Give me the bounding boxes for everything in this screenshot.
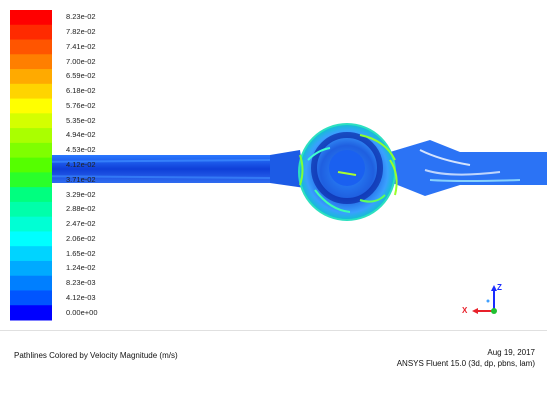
- plot-title: Pathlines Colored by Velocity Magnitude …: [14, 351, 178, 360]
- color-swatch: [10, 260, 52, 277]
- legend-label: 7.00e-02: [66, 56, 96, 66]
- chamber-core: [329, 150, 365, 186]
- legend-label: 3.71e-02: [66, 174, 96, 184]
- axis-triad: Z X: [462, 283, 508, 323]
- legend-label: 5.76e-02: [66, 100, 96, 110]
- throat: [270, 150, 305, 188]
- color-swatch: [10, 39, 52, 55]
- graphics-viewport[interactable]: 8.23e-02 7.82e-02 7.41e-02 7.00e-02 6.59e-02…: [0, 0, 547, 330]
- footer: Pathlines Colored by Velocity Magnitude …: [0, 330, 547, 393]
- legend-label: 4.12e-03: [66, 292, 96, 302]
- legend-label: 4.53e-02: [66, 145, 96, 155]
- pathlines-plot: [10, 10, 547, 321]
- legend-label: 4.94e-02: [66, 130, 96, 140]
- outlet-pipe: [390, 140, 547, 196]
- chamber-inner-ring: [311, 132, 383, 204]
- color-swatch: [10, 246, 52, 262]
- color-swatch: [10, 113, 52, 129]
- legend-label: 1.65e-02: [66, 248, 96, 258]
- legend-label: 6.18e-02: [66, 86, 96, 96]
- color-swatch: [10, 157, 52, 173]
- legend-label: 2.88e-02: [66, 204, 96, 214]
- legend-label: 7.41e-02: [66, 41, 96, 51]
- color-swatch: [10, 128, 52, 144]
- color-swatch: [10, 201, 52, 218]
- color-swatch: [10, 142, 52, 159]
- legend-label: 3.29e-02: [66, 189, 96, 199]
- color-swatch: [10, 24, 52, 41]
- color-swatch: [10, 172, 52, 188]
- pathline-highlights: [19, 134, 521, 213]
- legend-label: 1.24e-02: [66, 263, 96, 273]
- color-swatch: [10, 231, 52, 247]
- plot-date: Aug 19, 2017: [487, 348, 535, 357]
- legend-label: 8.23e-03: [66, 278, 96, 288]
- color-swatch: [10, 305, 52, 321]
- color-swatch: [10, 10, 52, 26]
- legend-label: 8.23e-02: [66, 12, 96, 22]
- color-swatch: [10, 290, 52, 306]
- color-scale: [10, 10, 52, 321]
- color-swatch: [10, 275, 52, 291]
- color-swatch: [10, 69, 52, 85]
- x-axis-label: X: [462, 306, 468, 315]
- solver-info: ANSYS Fluent 15.0 (3d, dp, pbns, lam): [396, 359, 535, 368]
- color-swatch: [10, 54, 52, 70]
- legend-label: 5.35e-02: [66, 115, 96, 125]
- z-axis-label: Z: [497, 283, 502, 292]
- legend-label: 0.00e+00: [66, 307, 98, 317]
- legend-label: 2.06e-02: [66, 233, 96, 243]
- legend-label: 4.12e-02: [66, 160, 96, 169]
- legend-label: 6.59e-02: [66, 71, 96, 81]
- color-swatch: [10, 216, 52, 232]
- legend-label: 7.82e-02: [66, 27, 96, 37]
- legend-label: 2.47e-02: [66, 219, 96, 229]
- color-swatch: [10, 187, 52, 203]
- color-swatch: [10, 83, 52, 100]
- color-swatch: [10, 98, 52, 114]
